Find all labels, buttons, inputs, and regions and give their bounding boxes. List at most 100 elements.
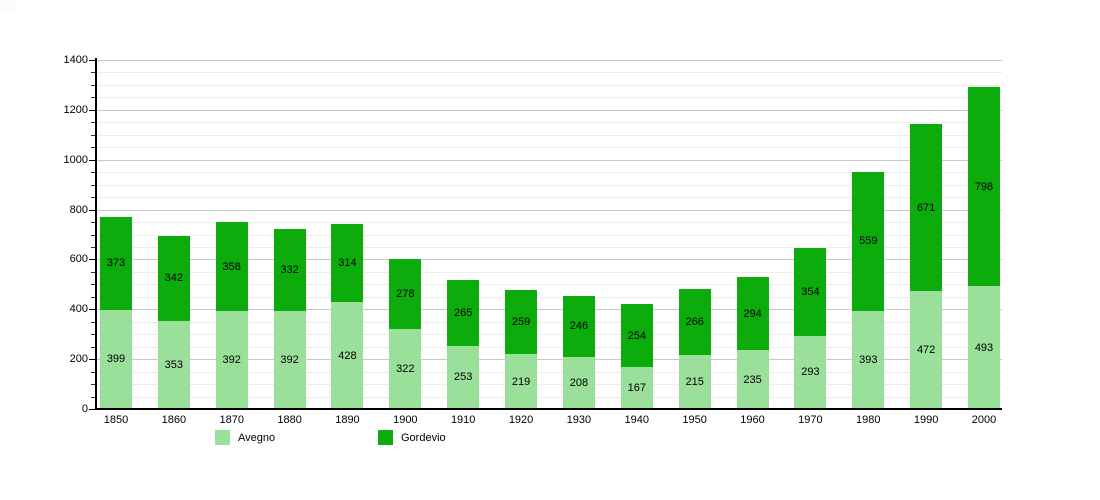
major-gridline [97,109,1002,111]
y-axis-tick-label: 1200 [63,103,88,116]
bar-segment-gordevio-1880: 332 [273,228,306,312]
minor-gridline [97,197,1002,199]
bar-segment-gordevio-1950: 266 [678,289,711,356]
bar-segment-gordevio-1920: 259 [505,289,538,355]
y-major-tick [89,209,95,211]
bar-value-label: 392 [280,354,299,367]
y-minor-tick [91,222,95,224]
bar-value-label: 246 [569,320,589,333]
minor-gridline [97,84,1002,86]
corner-artifact [0,0,15,13]
minor-gridline [97,234,1002,236]
y-axis-line [95,58,97,410]
y-major-tick [89,309,95,311]
y-axis-tick-label: 800 [69,203,88,216]
minor-gridline [97,97,1002,99]
x-axis-tick-label: 1950 [682,414,707,426]
bar-value-label: 314 [338,257,357,270]
bar-value-label: 215 [685,376,704,389]
bar-value-label: 278 [396,288,415,301]
y-major-tick [89,109,95,111]
minor-gridline [97,296,1002,298]
bar-segment-avegno-1990: 472 [910,291,943,409]
x-axis-tick-label: 1960 [740,414,765,426]
y-minor-tick [91,296,95,298]
minor-gridline [97,384,1002,386]
y-minor-tick [91,384,95,386]
x-axis-tick-label: 1910 [450,414,476,426]
legend-label-gordevio: Gordevio [401,431,446,444]
bar-value-label: 342 [164,272,184,285]
minor-gridline [97,147,1002,149]
bar-segment-avegno-1960: 235 [736,350,769,409]
major-gridline [97,209,1002,211]
y-minor-tick [91,371,95,373]
bar-value-label: 399 [106,353,126,366]
y-major-tick [89,359,95,361]
minor-gridline [97,246,1002,248]
major-gridline [97,309,1002,311]
y-minor-tick [91,234,95,236]
bar-segment-avegno-1930: 208 [562,357,595,409]
bar-value-label: 322 [396,362,415,375]
minor-gridline [97,172,1002,174]
bar-segment-gordevio-1850: 373 [100,216,132,310]
bar-segment-avegno-1980: 393 [852,311,885,409]
bar-segment-gordevio-1960: 294 [736,277,769,351]
y-major-tick [89,409,95,410]
minor-gridline [97,284,1002,286]
major-gridline [97,359,1002,361]
bar-value-label: 393 [859,354,878,366]
minor-gridline [97,371,1002,373]
bar-value-label: 798 [974,180,994,193]
bar-value-label: 266 [685,316,704,329]
minor-gridline [97,134,1002,136]
bar-value-label: 235 [743,373,762,386]
y-minor-tick [91,271,95,273]
bar-value-label: 293 [801,366,820,379]
bar-segment-avegno-1880: 392 [273,311,306,409]
bar-value-label: 332 [280,263,299,276]
bar-segment-avegno-1940: 167 [620,367,653,409]
major-gridline [97,60,1002,61]
y-minor-tick [91,122,95,124]
bar-value-label: 472 [916,344,936,357]
y-major-tick [89,259,95,261]
bar-segment-avegno-1890: 428 [331,302,364,409]
x-axis-tick-label: 1970 [798,414,823,426]
bar-segment-avegno-1950: 215 [678,355,711,409]
bar-value-label: 559 [859,235,878,248]
minor-gridline [97,122,1002,124]
bar-value-label: 354 [801,285,820,298]
bar-segment-gordevio-1990: 671 [910,124,943,292]
avegno-swatch [215,430,230,445]
x-axis-tick-label: 1920 [508,414,534,426]
y-minor-tick [91,321,95,323]
bar-value-label: 294 [743,307,762,320]
y-axis-tick-label: 600 [69,253,88,266]
x-axis-tick-label: 1890 [335,414,360,426]
minor-gridline [97,184,1002,186]
bar-value-label: 353 [164,358,184,371]
y-minor-tick [91,147,95,149]
bar-value-label: 167 [627,382,646,395]
minor-gridline [97,222,1002,224]
bar-segment-gordevio-1930: 246 [562,295,595,358]
y-axis-tick-label: 200 [69,353,88,366]
x-axis-tick-label: 1930 [566,414,592,426]
bar-value-label: 358 [222,260,241,273]
bar-value-label: 254 [627,329,646,342]
x-axis-tick-label: 1900 [393,414,418,426]
y-minor-tick [91,284,95,286]
x-axis-tick-label: 1990 [913,414,939,426]
y-axis-tick-label: 400 [69,303,88,316]
x-axis-tick-label: 1850 [103,414,129,426]
x-axis-tick-label: 1880 [277,414,302,426]
bar-segment-gordevio-1910: 265 [447,279,480,346]
bar-segment-avegno-1970: 293 [794,335,827,409]
bar-segment-avegno-1860: 353 [157,321,190,409]
gordevio-swatch [378,430,393,445]
bar-segment-avegno-1910: 253 [447,345,480,409]
bar-value-label: 265 [454,306,473,319]
x-axis-tick-label: 1860 [161,414,187,426]
